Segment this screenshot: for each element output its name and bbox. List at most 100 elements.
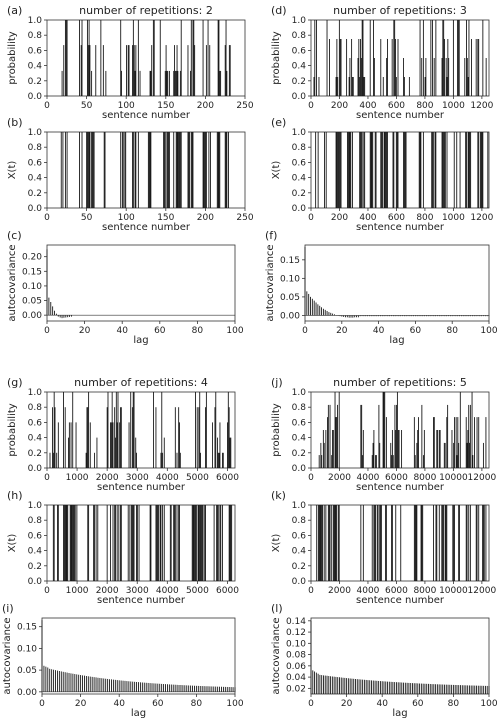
x-tick-label: 250 (236, 101, 253, 111)
y-tick-label: 1.0 (28, 128, 43, 138)
y-tick-label: 0.0 (28, 577, 43, 587)
x-tick-label: 0 (308, 586, 314, 596)
x-tick-label: 80 (446, 326, 458, 336)
y-tick-label: 0.8 (292, 403, 307, 413)
x-tick-label: 0 (308, 473, 314, 483)
x-axis-label: sentence number (102, 222, 191, 233)
panel-label: (i) (2, 602, 14, 615)
y-tick-label: 0.6 (28, 46, 43, 56)
x-tick-label: 60 (152, 699, 164, 709)
x-tick-label: 1000 (442, 213, 465, 223)
y-axis-label: probability (271, 31, 282, 84)
x-tick-label: 0 (308, 101, 314, 111)
y-axis-label: probability (271, 403, 282, 456)
x-tick-label: 40 (116, 326, 128, 336)
y-tick-label: 0.10 (22, 282, 42, 292)
y-tick-label: 0.10 (286, 639, 306, 649)
y-tick-label: 0.2 (292, 449, 306, 459)
panel-label: (j) (271, 376, 283, 389)
x-tick-label: 40 (373, 326, 385, 336)
x-tick-label: 5000 (186, 473, 209, 483)
y-tick-label: 0.0 (292, 577, 307, 587)
panel-a: 0 50 100 150 200 250 0.0 0.2 0.4 0.6 0.8 1.0 sentenc… (7, 4, 254, 121)
y-tick-label: 0.15 (17, 623, 37, 633)
panel-l: 0 20 40 60 80 100 0.020.040.060.08 0.100.120.14… (271, 602, 498, 719)
y-tick-label: 0.0 (28, 92, 43, 102)
x-tick-label: 200 (331, 213, 348, 223)
panel-label: (f) (265, 229, 277, 242)
y-tick-label: 0.4 (292, 62, 307, 72)
panel-b: 0 50 100 150 200 2500.00.20.40.60.81.0sentenc… (7, 116, 254, 233)
bars (62, 20, 230, 96)
y-tick-label: 0.05 (280, 293, 300, 303)
x-tick-label: 12000 (468, 473, 497, 483)
x-tick-label: 50 (81, 101, 93, 111)
panel-j: 0 2000 4000 6000 8000 10000 12000 0.0 0.2 0.4 0.6 0… (271, 376, 496, 493)
bars (314, 20, 486, 96)
y-tick-label: 0.08 (286, 651, 306, 661)
x-axis-label: lag (131, 708, 146, 719)
y-tick-label: 0.6 (28, 158, 43, 168)
x-axis-label: sentence number (97, 482, 186, 493)
x-tick-label: 20 (336, 326, 348, 336)
y-tick-label: 0.2 (28, 189, 42, 199)
x-tick-label: 0 (44, 101, 50, 111)
plot-frame (47, 132, 245, 208)
panel-d: 0 200 400 600 800 1000 1200 0.0 0.2 0.4 0.6 0.8 1.0 s… (271, 4, 494, 121)
y-tick-label: 0.2 (292, 562, 306, 572)
panel-label: (d) (271, 4, 287, 17)
panel-label: (g) (7, 376, 23, 389)
x-tick-label: 1000 (442, 101, 465, 111)
x-tick-label: 20 (341, 699, 353, 709)
y-tick-label: 0.4 (292, 434, 307, 444)
y-tick-label: 0.02 (286, 684, 306, 694)
panel-label: (h) (7, 489, 23, 502)
y-axis-label: autocovariance (271, 617, 282, 694)
x-axis-label: sentence number (97, 595, 186, 606)
y-tick-label: 0.8 (28, 143, 43, 153)
panel-label: (a) (7, 4, 22, 17)
y-tick-label: 0.8 (28, 31, 43, 41)
x-axis-label: sentence number (102, 110, 191, 121)
y-tick-label: 0.2 (292, 189, 306, 199)
y-axis-label: autocovariance (2, 617, 13, 694)
y-tick-label: 0.8 (292, 516, 307, 526)
bars (319, 392, 486, 468)
x-axis-label: lag (133, 335, 148, 346)
y-tick-label: 0.04 (286, 673, 306, 683)
x-tick-label: 5000 (186, 586, 209, 596)
x-tick-label: 1000 (66, 473, 89, 483)
x-tick-label: 40 (113, 699, 125, 709)
bars (316, 132, 488, 208)
y-axis-label: X(t) (7, 534, 18, 553)
panel-label: (b) (7, 116, 23, 129)
y-tick-label: 0.6 (292, 531, 307, 541)
panel-label: (e) (271, 116, 286, 129)
y-tick-label: 1.0 (292, 388, 307, 398)
panel-c: 0 20 40 60 80 100 0.00 0.05 0.10 0.15 0.20 lag autoc… (7, 229, 244, 346)
y-tick-label: 0.8 (292, 143, 307, 153)
y-tick-label: 0.0 (28, 464, 43, 474)
x-tick-label: 0 (44, 213, 50, 223)
x-tick-label: 60 (412, 699, 424, 709)
y-tick-label: 0.4 (28, 434, 43, 444)
x-tick-label: 20 (79, 326, 91, 336)
panel-label: (k) (271, 489, 286, 502)
y-tick-label: 0.12 (286, 628, 306, 638)
x-axis-label: sentence number (356, 595, 445, 606)
y-tick-label: 0.4 (292, 547, 307, 557)
x-tick-label: 200 (197, 213, 214, 223)
y-tick-label: 0.0 (292, 92, 307, 102)
bars (47, 249, 235, 318)
y-tick-label: 1.0 (292, 501, 307, 511)
y-tick-label: 0.2 (292, 77, 306, 87)
plot-frame (47, 245, 235, 321)
x-tick-label: 100 (226, 699, 243, 709)
y-tick-label: 0.2 (28, 77, 42, 87)
y-tick-label: 0.20 (22, 253, 42, 263)
x-tick-label: 12000 (468, 586, 497, 596)
y-axis-label: autocovariance (265, 244, 276, 321)
x-tick-label: 80 (448, 699, 460, 709)
y-axis-label: probability (7, 31, 18, 84)
panel-label: (c) (7, 229, 22, 242)
